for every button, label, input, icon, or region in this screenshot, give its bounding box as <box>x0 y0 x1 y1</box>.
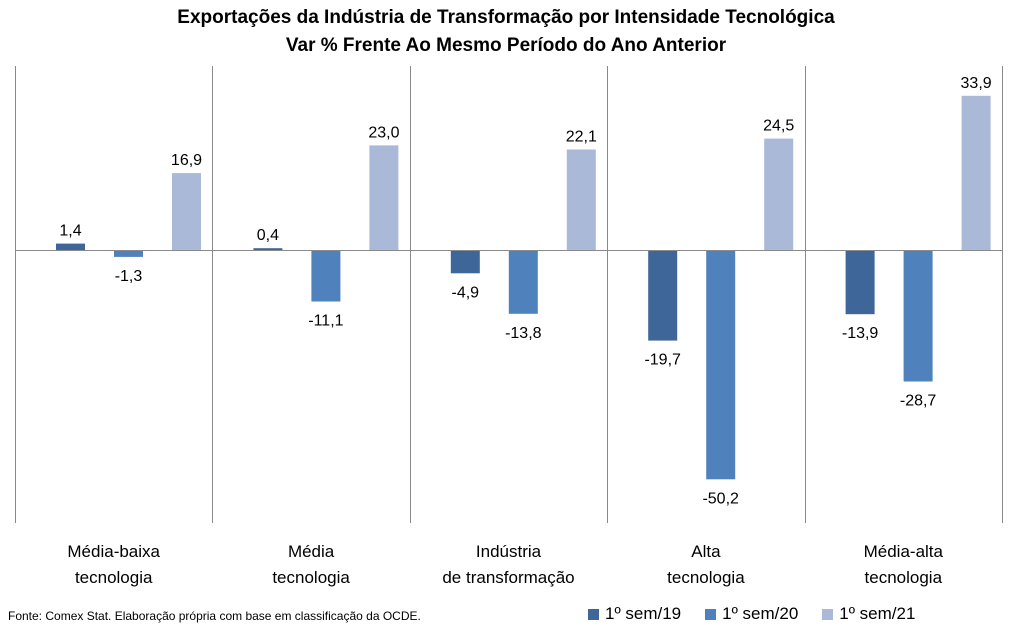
data-label: -28,7 <box>900 393 937 410</box>
bar <box>56 243 85 250</box>
legend-item-3: 1º sem/21 <box>822 603 915 625</box>
bar <box>114 251 143 257</box>
data-label: 16,9 <box>171 152 202 169</box>
bar <box>311 251 341 302</box>
legend-swatch-3 <box>822 608 834 620</box>
category-label: Alta <box>691 542 721 561</box>
category-label: Indústria <box>476 542 542 561</box>
data-label: 33,9 <box>961 75 992 92</box>
bar <box>450 251 480 274</box>
legend-label-2: 1º sem/20 <box>722 604 799 623</box>
category-label: tecnologia <box>75 568 153 587</box>
bar <box>172 173 201 250</box>
chart-subtitle: Var % Frente Ao Mesmo Período do Ano Ant… <box>285 35 727 56</box>
data-label: -4,9 <box>452 284 480 301</box>
bar <box>648 251 678 341</box>
data-label: -13,9 <box>842 325 879 342</box>
legend-swatch-2 <box>705 608 717 620</box>
data-label: 24,5 <box>763 118 794 135</box>
bar <box>706 251 736 480</box>
legend-label-3: 1º sem/21 <box>839 604 916 623</box>
category-label: Média-alta <box>864 542 944 561</box>
bar <box>961 95 991 250</box>
category-label: tecnologia <box>272 568 350 587</box>
bar <box>369 145 399 250</box>
category-label: tecnologia <box>667 568 745 587</box>
source-note: Fonte: Comex Stat. Elaboração própria co… <box>8 609 421 623</box>
bar <box>845 251 875 315</box>
legend-swatch-1 <box>588 608 599 620</box>
data-label: 1,4 <box>59 223 81 240</box>
legend-item-2: 1º sem/20 <box>705 603 798 625</box>
data-label: -1,3 <box>115 268 143 285</box>
data-label: -19,7 <box>644 352 681 369</box>
legend-label-1: 1º sem/19 <box>605 604 682 623</box>
legend-item-1: 1º sem/19 <box>588 603 681 625</box>
chart-title: Exportações da Indústria de Transformaçã… <box>177 7 835 28</box>
data-label: 23,0 <box>368 124 399 141</box>
category-label: Média-baixa <box>67 542 160 561</box>
bar <box>508 251 538 314</box>
category-label: tecnologia <box>865 568 943 587</box>
data-label: -11,1 <box>308 313 343 330</box>
data-label: -50,2 <box>702 490 739 507</box>
bar <box>253 248 283 250</box>
data-label: -13,8 <box>505 325 542 342</box>
data-label: 22,1 <box>566 129 597 146</box>
category-label: de transformação <box>442 568 574 587</box>
bar <box>903 251 933 382</box>
bar <box>764 138 794 250</box>
legend: 1º sem/19 1º sem/20 1º sem/21 <box>588 603 915 625</box>
bar <box>566 149 596 250</box>
data-label: 0,4 <box>257 227 279 244</box>
category-label: Média <box>288 542 335 561</box>
